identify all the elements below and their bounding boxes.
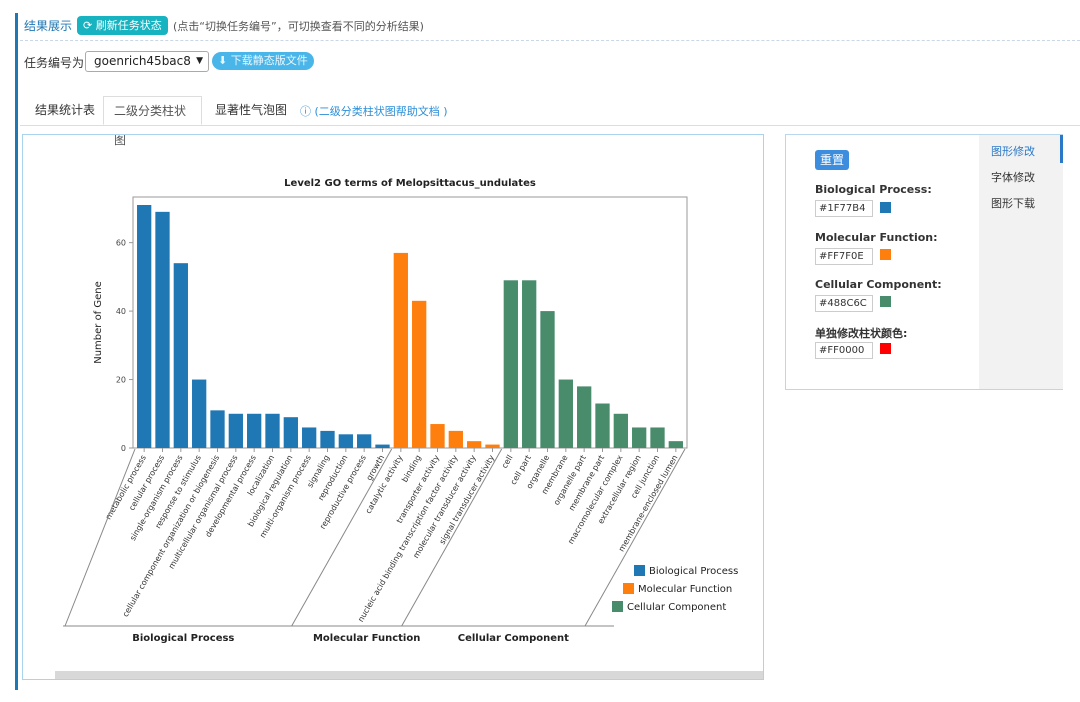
plot-area-frame [132, 196, 688, 449]
settings-side-menu [979, 135, 1063, 389]
bar [467, 441, 482, 448]
side-item-edit-graph[interactable]: 图形修改 [991, 145, 1035, 158]
tabs-divider [20, 125, 1080, 126]
side-item-edit-font[interactable]: 字体修改 [991, 171, 1035, 184]
group-name-label: Cellular Component [458, 633, 569, 644]
task-id-value: goenrich45bac8 [94, 54, 191, 68]
bar [448, 430, 463, 448]
bp-color-input[interactable]: #1F77B4 [815, 200, 873, 217]
refresh-label: 刷新任务状态 [95, 19, 162, 32]
bar [595, 403, 610, 448]
bar [430, 424, 445, 448]
bar [283, 417, 298, 448]
task-id-select[interactable]: goenrich45bac8 ▼ [85, 51, 209, 72]
tab-stats-table[interactable]: 结果统计表 [35, 103, 96, 117]
dropdown-arrow-icon: ▼ [196, 56, 203, 66]
download-static-button[interactable]: ⬇ 下载静态版文件 [212, 52, 314, 70]
bar [247, 413, 262, 448]
bar [393, 252, 408, 448]
legend-swatch [612, 601, 623, 612]
bar [320, 430, 335, 448]
bar [540, 311, 555, 448]
bar [302, 427, 317, 448]
chart-horizontal-scrollbar[interactable] [55, 671, 763, 679]
help-doc-link[interactable]: ⓘ (二级分类柱状图帮助文档 ) [300, 103, 448, 119]
help-icon: ⓘ [300, 105, 315, 118]
bar [228, 413, 243, 448]
switch-hint: (点击“切换任务编号”，可切换查看不同的分析结果) [173, 20, 424, 33]
bar [192, 379, 207, 448]
bar [650, 427, 665, 448]
side-item-download-graph[interactable]: 图形下载 [991, 197, 1035, 210]
bar [137, 205, 152, 448]
bar [503, 280, 518, 448]
bar [668, 441, 683, 448]
reset-button[interactable]: 重置 [815, 150, 849, 170]
download-icon: ⬇ [218, 54, 231, 67]
bar [613, 413, 628, 448]
mf-color-swatch[interactable] [880, 249, 891, 260]
cc-color-label: Cellular Component: [815, 278, 942, 291]
side-menu-active-indicator [1060, 135, 1063, 163]
section-title: 结果展示 [24, 19, 73, 33]
download-label: 下载静态版文件 [230, 54, 308, 67]
legend-swatch [634, 565, 645, 576]
legend-swatch [623, 583, 634, 594]
refresh-status-button[interactable]: ⟳ 刷新任务状态 [77, 16, 168, 35]
task-id-label: 任务编号为 [24, 56, 85, 70]
refresh-icon: ⟳ [83, 19, 96, 32]
y-tick-label: 60 [116, 239, 126, 248]
bar [558, 379, 573, 448]
group-name-label: Molecular Function [313, 633, 420, 644]
bar [357, 434, 372, 448]
bar [265, 413, 280, 448]
tab-level2-bar-chart[interactable]: 二级分类柱状图 [103, 96, 202, 147]
group-name-label: Biological Process [132, 633, 234, 644]
bar [485, 444, 500, 448]
tab-bubble-chart[interactable]: 显著性气泡图 [215, 103, 288, 117]
bar [522, 280, 537, 448]
cc-color-input[interactable]: #488C6C [815, 295, 873, 312]
group-divider-line [401, 448, 503, 627]
y-tick-label: 20 [116, 376, 126, 385]
go-bar-chart: Level2 GO terms of Melopsittacus_undulat… [63, 178, 738, 644]
bar [155, 211, 170, 448]
y-axis-label: Number of Gene [93, 281, 104, 364]
mf-color-input[interactable]: #FF7F0E [815, 248, 873, 265]
group-divider-line [291, 448, 393, 627]
cc-color-swatch[interactable] [880, 296, 891, 307]
bar [210, 410, 225, 448]
chart-title: Level2 GO terms of Melopsittacus_undulat… [284, 178, 536, 189]
y-tick-label: 40 [116, 307, 126, 316]
bp-color-swatch[interactable] [880, 202, 891, 213]
single-bar-color-swatch[interactable] [880, 343, 891, 354]
bp-color-label: Biological Process: [815, 183, 932, 196]
bar [338, 434, 353, 448]
chart-container [22, 134, 764, 680]
bar [412, 300, 427, 448]
bar [375, 444, 390, 448]
help-doc-label: (二级分类柱状图帮助文档 ) [314, 105, 448, 118]
legend-label: Molecular Function [638, 584, 732, 595]
bar [173, 263, 188, 448]
group-divider-line [584, 448, 686, 627]
single-bar-color-label: 单独修改柱状颜色: [815, 327, 908, 340]
mf-color-label: Molecular Function: [815, 231, 938, 244]
legend-label: Cellular Component [627, 602, 726, 613]
group-divider-line [64, 448, 136, 627]
legend-label: Biological Process [649, 566, 738, 577]
header-divider [20, 40, 1080, 41]
y-tick-label: 0 [121, 444, 126, 453]
x-tick-label: cell [500, 454, 515, 470]
single-bar-color-input[interactable]: #FF0000 [815, 342, 873, 359]
bar [577, 386, 592, 448]
section-accent-bar [15, 13, 18, 690]
bar [632, 427, 647, 448]
